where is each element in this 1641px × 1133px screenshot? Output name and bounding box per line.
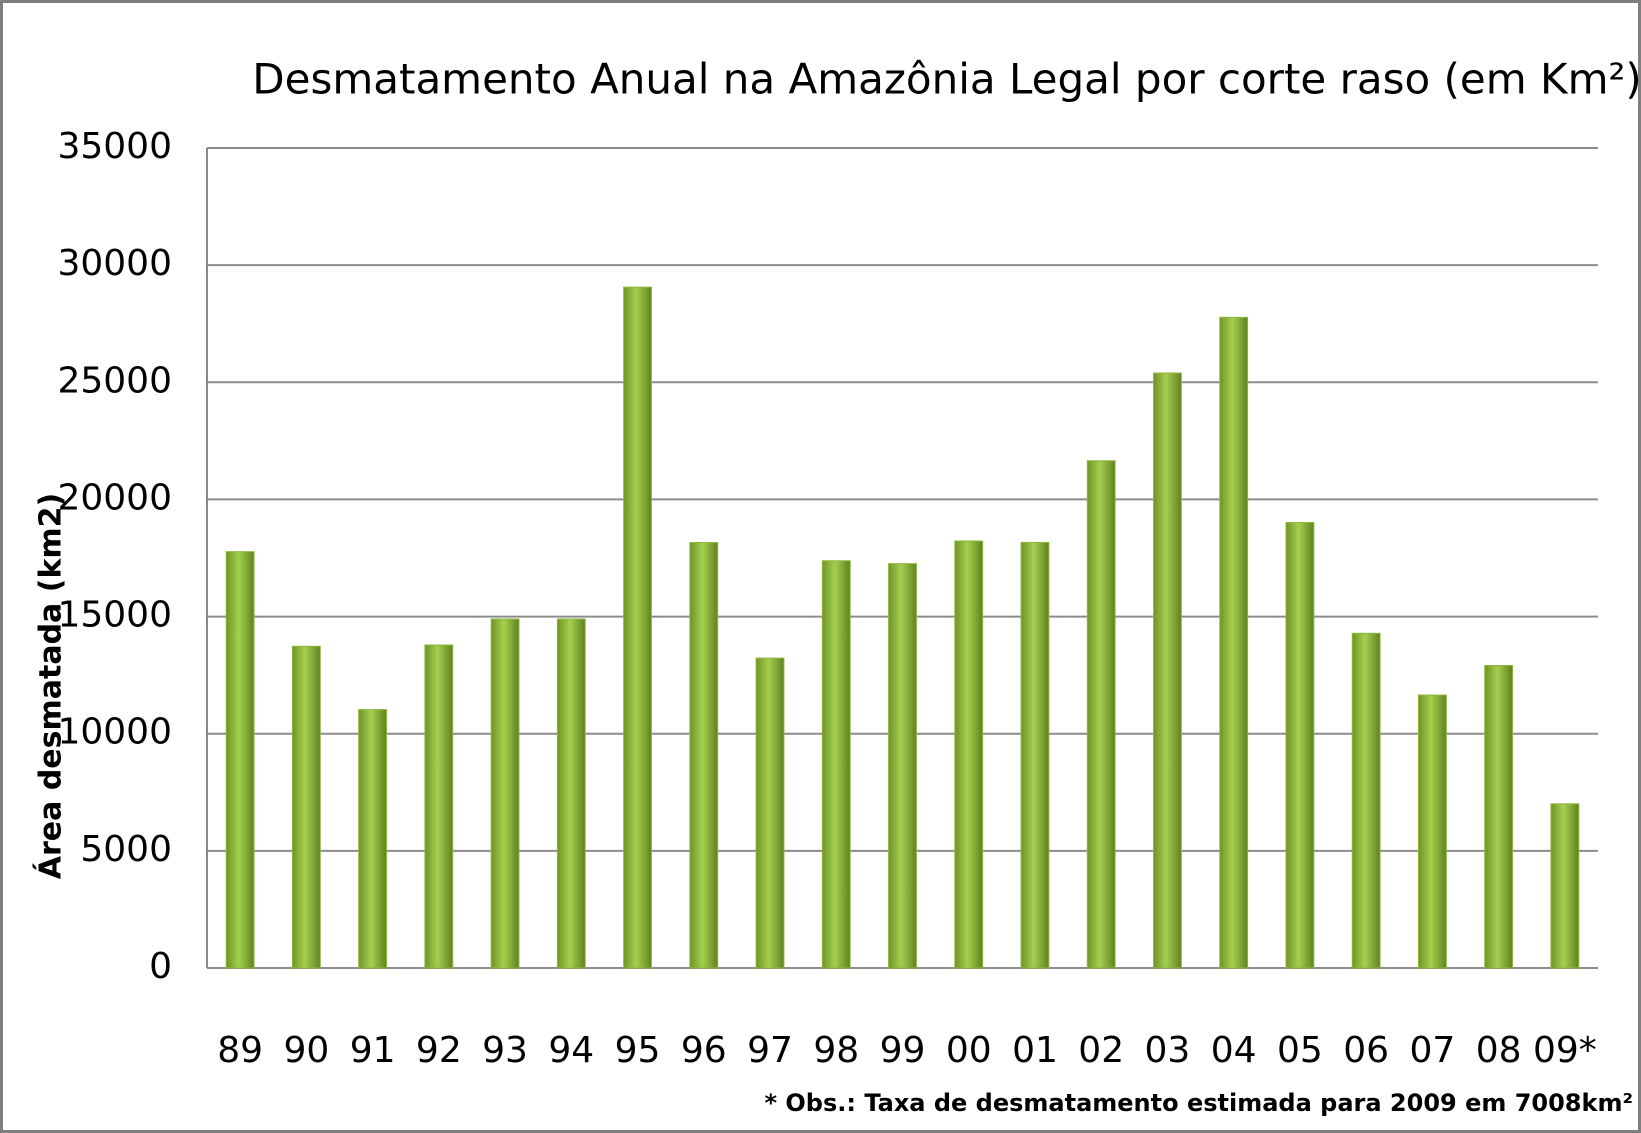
bar <box>1154 373 1182 968</box>
x-tick-label: 08 <box>1476 1030 1522 1071</box>
y-tick-label: 30000 <box>57 243 172 284</box>
x-tick-label: 00 <box>946 1030 992 1071</box>
bar <box>889 564 917 968</box>
x-tick-label: 05 <box>1277 1030 1323 1071</box>
bar <box>1220 317 1248 968</box>
bar <box>557 619 585 968</box>
x-tick-label: 09* <box>1533 1030 1597 1071</box>
bar <box>822 561 850 968</box>
y-tick-label: 35000 <box>57 126 172 167</box>
x-tick-label: 98 <box>813 1030 859 1071</box>
x-tick-label: 02 <box>1078 1030 1124 1071</box>
bar <box>690 543 718 968</box>
x-tick-label: 90 <box>283 1030 329 1071</box>
x-tick-label: 06 <box>1343 1030 1389 1071</box>
x-tick-label: 94 <box>548 1030 594 1071</box>
y-tick-label: 25000 <box>57 360 172 401</box>
bar <box>1551 804 1579 968</box>
bar <box>1021 542 1049 968</box>
bar <box>756 658 784 968</box>
x-tick-label: 07 <box>1409 1030 1455 1071</box>
footnote: * Obs.: Taxa de desmatamento estimada pa… <box>765 1089 1634 1117</box>
bar <box>1286 523 1314 968</box>
bar <box>359 710 387 968</box>
y-tick-label: 15000 <box>57 595 172 636</box>
x-tick-label: 92 <box>416 1030 462 1071</box>
x-tick-label: 01 <box>1012 1030 1058 1071</box>
bar <box>1418 695 1446 968</box>
x-tick-label: 93 <box>482 1030 528 1071</box>
x-tick-label: 91 <box>350 1030 396 1071</box>
x-tick-label: 97 <box>747 1030 793 1071</box>
bar <box>955 541 983 968</box>
chart: Desmatamento Anual na Amazônia Legal por… <box>0 0 1641 1133</box>
x-tick-label: 89 <box>217 1030 263 1071</box>
bar <box>226 552 254 968</box>
x-tick-label: 03 <box>1145 1030 1191 1071</box>
y-tick-label: 0 <box>149 946 172 987</box>
bar <box>1087 461 1115 968</box>
y-tick-label: 20000 <box>57 477 172 518</box>
x-tick-label: 96 <box>681 1030 727 1071</box>
bar <box>425 645 453 968</box>
bar <box>1352 633 1380 968</box>
bar <box>624 287 652 968</box>
chart-title: Desmatamento Anual na Amazônia Legal por… <box>252 55 1641 104</box>
y-axis-title: Área desmatada (km2) <box>33 493 69 879</box>
y-tick-label: 5000 <box>80 829 172 870</box>
bar <box>292 646 320 968</box>
x-tick-label: 04 <box>1211 1030 1257 1071</box>
x-tick-label: 95 <box>615 1030 661 1071</box>
bar <box>491 619 519 968</box>
x-tick-label: 99 <box>880 1030 926 1071</box>
y-tick-label: 10000 <box>57 712 172 753</box>
bar <box>1485 666 1513 968</box>
